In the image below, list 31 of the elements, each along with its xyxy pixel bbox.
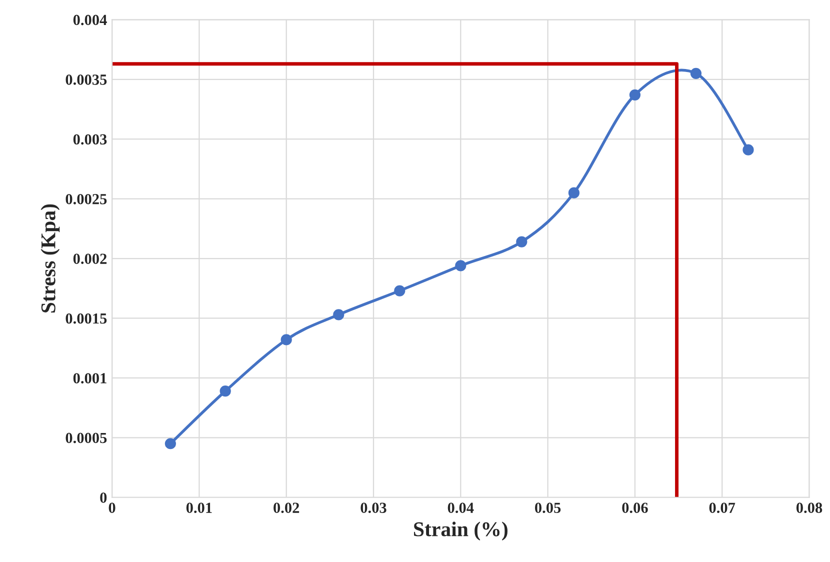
x-tick-label: 0.07 bbox=[709, 502, 736, 514]
point bbox=[516, 236, 528, 248]
point bbox=[690, 68, 702, 79]
y-tick-label: 0.003 bbox=[73, 134, 107, 145]
x-tick-label: 0.04 bbox=[448, 502, 474, 514]
x-tick-label: 0.02 bbox=[274, 502, 300, 514]
point bbox=[742, 144, 754, 156]
x-tick-label: 0.08 bbox=[796, 502, 822, 514]
x-tick-label: 0.01 bbox=[186, 502, 212, 514]
y-tick-label: 0.0035 bbox=[66, 74, 107, 85]
point bbox=[394, 285, 406, 296]
y-tick-label: 0.004 bbox=[73, 14, 107, 26]
point bbox=[220, 386, 231, 397]
y-tick-label: 0.002 bbox=[73, 254, 107, 264]
x-tick-label: 0.03 bbox=[360, 502, 386, 514]
y-tick-label: 0.001 bbox=[73, 373, 106, 384]
x-tick-label: 0.05 bbox=[535, 502, 561, 514]
y-tick-label: 0.0025 bbox=[66, 194, 107, 204]
point bbox=[568, 187, 580, 198]
x-tick-label: 0 bbox=[108, 502, 116, 513]
x-tick-label: 0.06 bbox=[622, 502, 648, 514]
point bbox=[280, 334, 292, 346]
y-axis-title: Stress (Kpa) bbox=[40, 204, 60, 312]
y-tick-label: 0.0005 bbox=[66, 432, 107, 444]
y-tick-label: 0.0015 bbox=[66, 313, 107, 324]
x-axis-title: Strain (%) bbox=[414, 522, 508, 541]
point bbox=[629, 89, 641, 100]
point bbox=[333, 309, 344, 320]
point bbox=[455, 260, 466, 272]
y-tick-label: 0 bbox=[100, 492, 107, 503]
point bbox=[164, 438, 176, 450]
